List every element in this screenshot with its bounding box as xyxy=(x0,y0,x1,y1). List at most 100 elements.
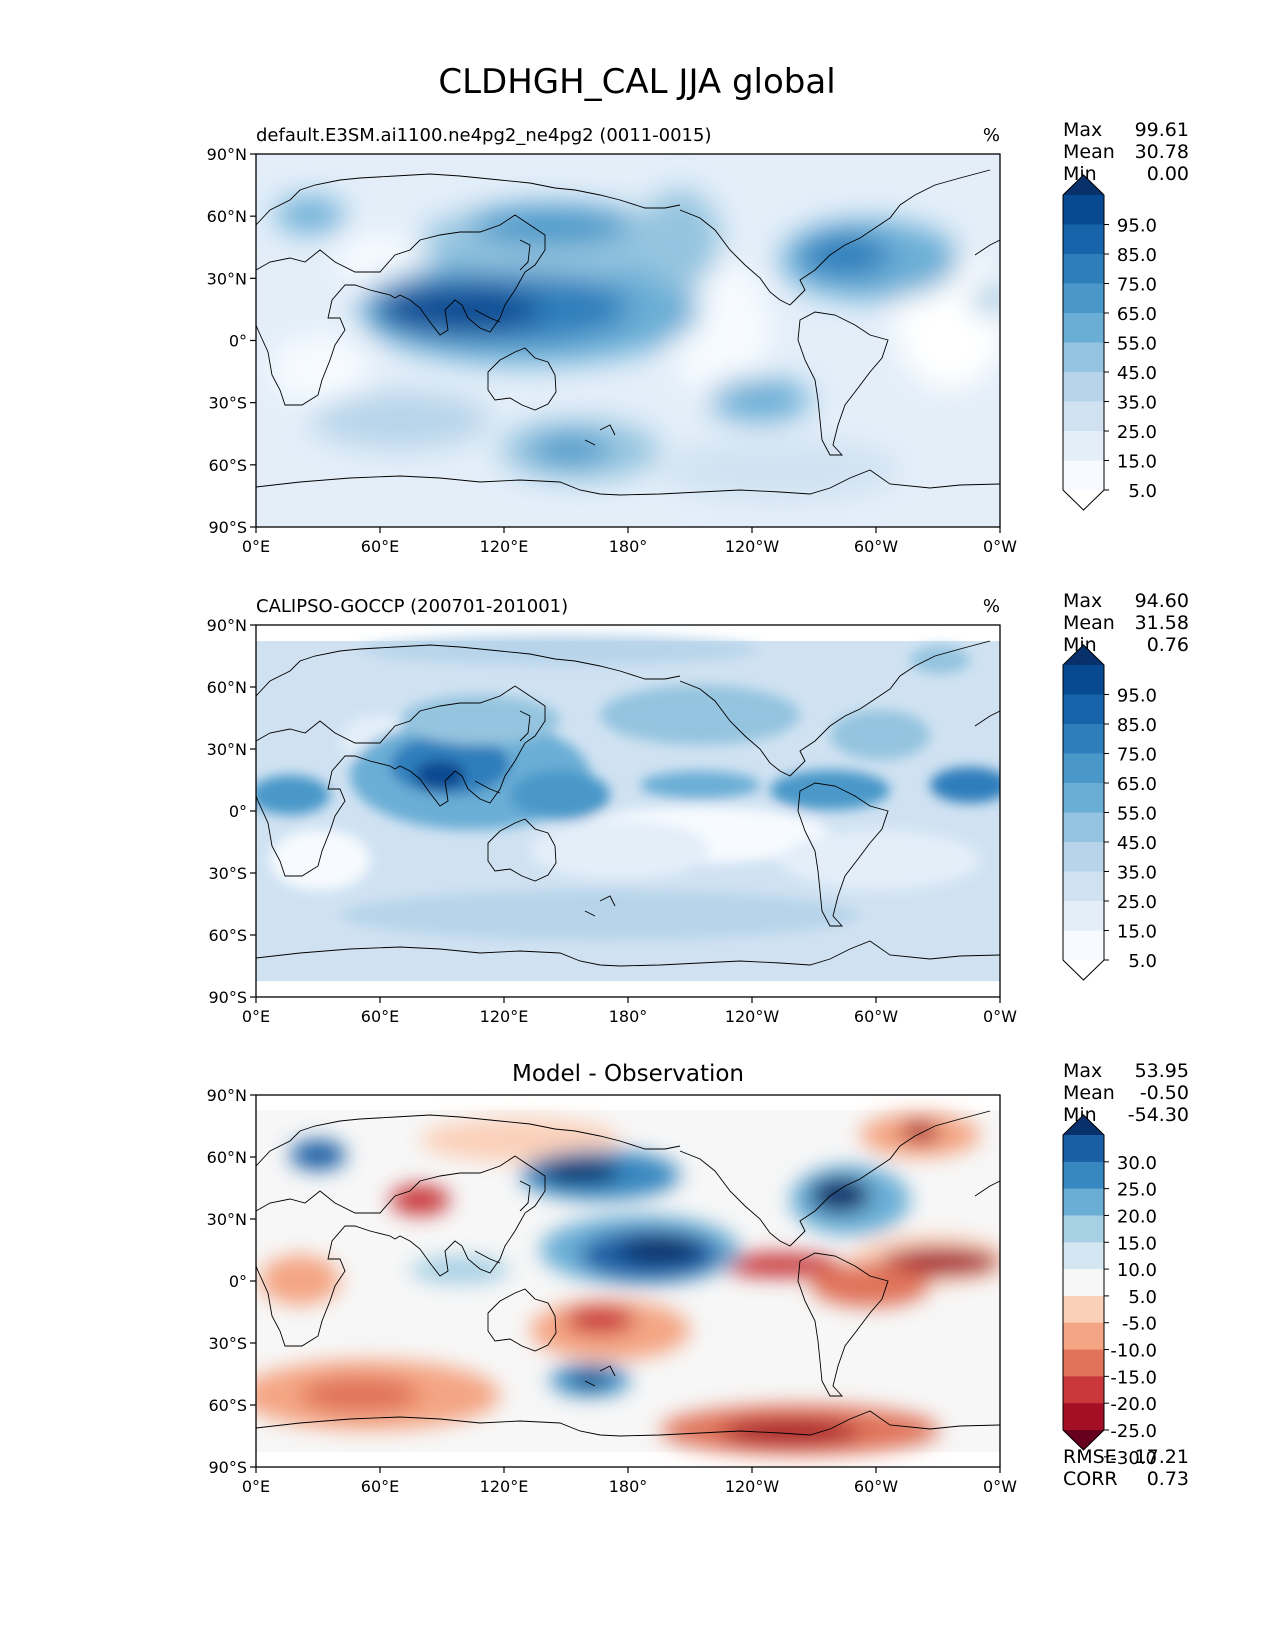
stat-label-max: Max xyxy=(1063,1060,1102,1082)
field-blob xyxy=(390,1185,450,1215)
map-field xyxy=(256,154,1000,527)
lat-tick-label: 60°S xyxy=(208,926,247,945)
colorbar-label: 30.0 xyxy=(1117,1153,1157,1174)
coastline-antarctica xyxy=(256,940,1000,967)
stat-value-max: 53.95 xyxy=(1135,1060,1189,1082)
panel-model: default.E3SM.ai1100.ne4pg2_ne4pg2 (0011-… xyxy=(207,119,1189,556)
colorbar-label: 10.0 xyxy=(1117,1260,1157,1281)
field-blob xyxy=(400,695,560,745)
coastline-islands xyxy=(474,1180,1000,1387)
field-blob xyxy=(410,1256,510,1284)
colorbar-extend-max xyxy=(1063,1115,1104,1135)
stat-value-rmse: 17.21 xyxy=(1135,1446,1189,1468)
field-blob xyxy=(770,770,890,810)
stat-value-mean: 30.78 xyxy=(1135,141,1189,163)
colorbar-band xyxy=(1063,1269,1104,1297)
panel-title: default.E3SM.ai1100.ne4pg2_ne4pg2 (0011-… xyxy=(256,125,711,146)
coastline-south-america xyxy=(797,782,889,927)
coastline-islands xyxy=(474,239,1000,446)
stat-label-rmse: RMSE xyxy=(1063,1446,1117,1468)
colorbar-label: 25.0 xyxy=(1117,1180,1157,1201)
stat-label-mean: Mean xyxy=(1063,141,1115,163)
colorbar-label: 75.0 xyxy=(1117,275,1157,296)
lat-tick-label: 60°N xyxy=(207,207,247,226)
colorbar-label: 15.0 xyxy=(1117,452,1157,473)
colorbar-band xyxy=(1063,1215,1104,1243)
lon-tick-label: 180° xyxy=(609,1007,648,1026)
lat-tick-label: 90°N xyxy=(207,616,247,635)
coastlines xyxy=(256,1110,1000,1437)
colorbar-extend-min xyxy=(1063,960,1104,980)
lon-tick-label: 0°W xyxy=(983,537,1017,556)
colorbar-band xyxy=(1063,195,1104,225)
map-field xyxy=(256,1095,1000,1467)
lon-tick-label: 120°E xyxy=(480,1477,529,1496)
colorbar-label: 45.0 xyxy=(1117,833,1157,854)
colorbar-band xyxy=(1063,313,1104,343)
field-blob xyxy=(300,1377,420,1413)
stats-block: Max 94.60 Mean 31.58 Min 0.76 xyxy=(1063,590,1189,656)
coastlines xyxy=(256,640,1000,967)
colorbar-label: 35.0 xyxy=(1117,863,1157,884)
field-blob xyxy=(530,435,610,465)
map-axes: 90°N 60°N 30°N 0° 30°S 60°S 90°S0°E 60°E 120°E 18… xyxy=(207,145,1018,556)
panel-title: CALIPSO-GOCCP (200701-201001) xyxy=(256,596,568,617)
colorbar-band xyxy=(1063,1322,1104,1351)
colorbar-label: 65.0 xyxy=(1117,304,1157,325)
colorbar-band xyxy=(1063,812,1104,843)
colorbar-band xyxy=(1063,842,1104,872)
field-blob xyxy=(810,1263,930,1307)
colorbar-label: -25.0 xyxy=(1110,1421,1157,1442)
lat-tick-label: 30°S xyxy=(208,864,247,883)
field-blob xyxy=(930,767,1000,803)
colorbar-band xyxy=(1063,694,1104,725)
stat-value-max: 99.61 xyxy=(1135,119,1189,141)
field-blob xyxy=(530,820,710,880)
field-blob xyxy=(415,760,465,790)
lat-tick-label: 90°S xyxy=(208,518,247,537)
colorbar-label: 55.0 xyxy=(1117,334,1157,355)
lat-tick-label: 90°S xyxy=(208,988,247,1007)
colorbar-band xyxy=(1063,665,1104,695)
colorbar-extend-min xyxy=(1063,490,1104,510)
colorbar-label: 20.0 xyxy=(1117,1206,1157,1227)
lon-tick-label: 60°W xyxy=(854,1007,898,1026)
colorbar-label: 95.0 xyxy=(1117,686,1157,707)
colorbar-band xyxy=(1063,901,1104,931)
field-blob xyxy=(510,770,610,820)
colorbar-band xyxy=(1063,372,1104,402)
lon-tick-label: 0°W xyxy=(983,1007,1017,1026)
panel-obs: CALIPSO-GOCCP (200701-201001) % xyxy=(207,590,1189,1026)
lat-tick-label: 30°S xyxy=(208,1334,247,1353)
field-blob xyxy=(360,635,760,665)
lat-tick-label: 60°N xyxy=(207,678,247,697)
colorbar-band xyxy=(1063,871,1104,902)
colorbar-label: -30.0 xyxy=(1110,1448,1157,1469)
coastline-europe-north xyxy=(256,173,681,226)
field-blob xyxy=(575,1373,605,1387)
field-blob xyxy=(600,685,800,745)
colorbar-band xyxy=(1063,401,1104,432)
stat-value-max: 94.60 xyxy=(1135,590,1189,612)
map-axes: 90°N 60°N 30°N 0° 30°S 60°S 90°S0°E 60°E 120°E 18… xyxy=(207,616,1018,1026)
lon-tick-label: 60°E xyxy=(361,537,399,556)
lon-tick-label: 180° xyxy=(609,1477,648,1496)
map-axes: 90°N 60°N 30°N 0° 30°S 60°S 90°S0°E 60°E 120°E 18… xyxy=(207,1086,1018,1496)
stat-label-max: Max xyxy=(1063,119,1102,141)
field-blob xyxy=(720,1253,840,1277)
coastline-australia xyxy=(487,1288,557,1352)
field-blob xyxy=(256,775,330,815)
coastline-africa-eurasia xyxy=(256,1155,546,1347)
colorbar-band xyxy=(1063,1135,1104,1163)
colorbar-label: 85.0 xyxy=(1117,245,1157,266)
stat-value-mean: 31.58 xyxy=(1135,612,1189,634)
colorbar-band xyxy=(1063,254,1104,284)
panel-title: Model - Observation xyxy=(512,1061,744,1087)
colorbar-label: 85.0 xyxy=(1117,715,1157,736)
lon-tick-label: 0°E xyxy=(242,1007,270,1026)
colorbar-label: 55.0 xyxy=(1117,804,1157,825)
stat-label-corr: CORR xyxy=(1063,1468,1118,1490)
coastline-south-america xyxy=(797,311,889,456)
lon-tick-label: 180° xyxy=(609,537,648,556)
stat-value-min: 0.76 xyxy=(1147,634,1189,656)
